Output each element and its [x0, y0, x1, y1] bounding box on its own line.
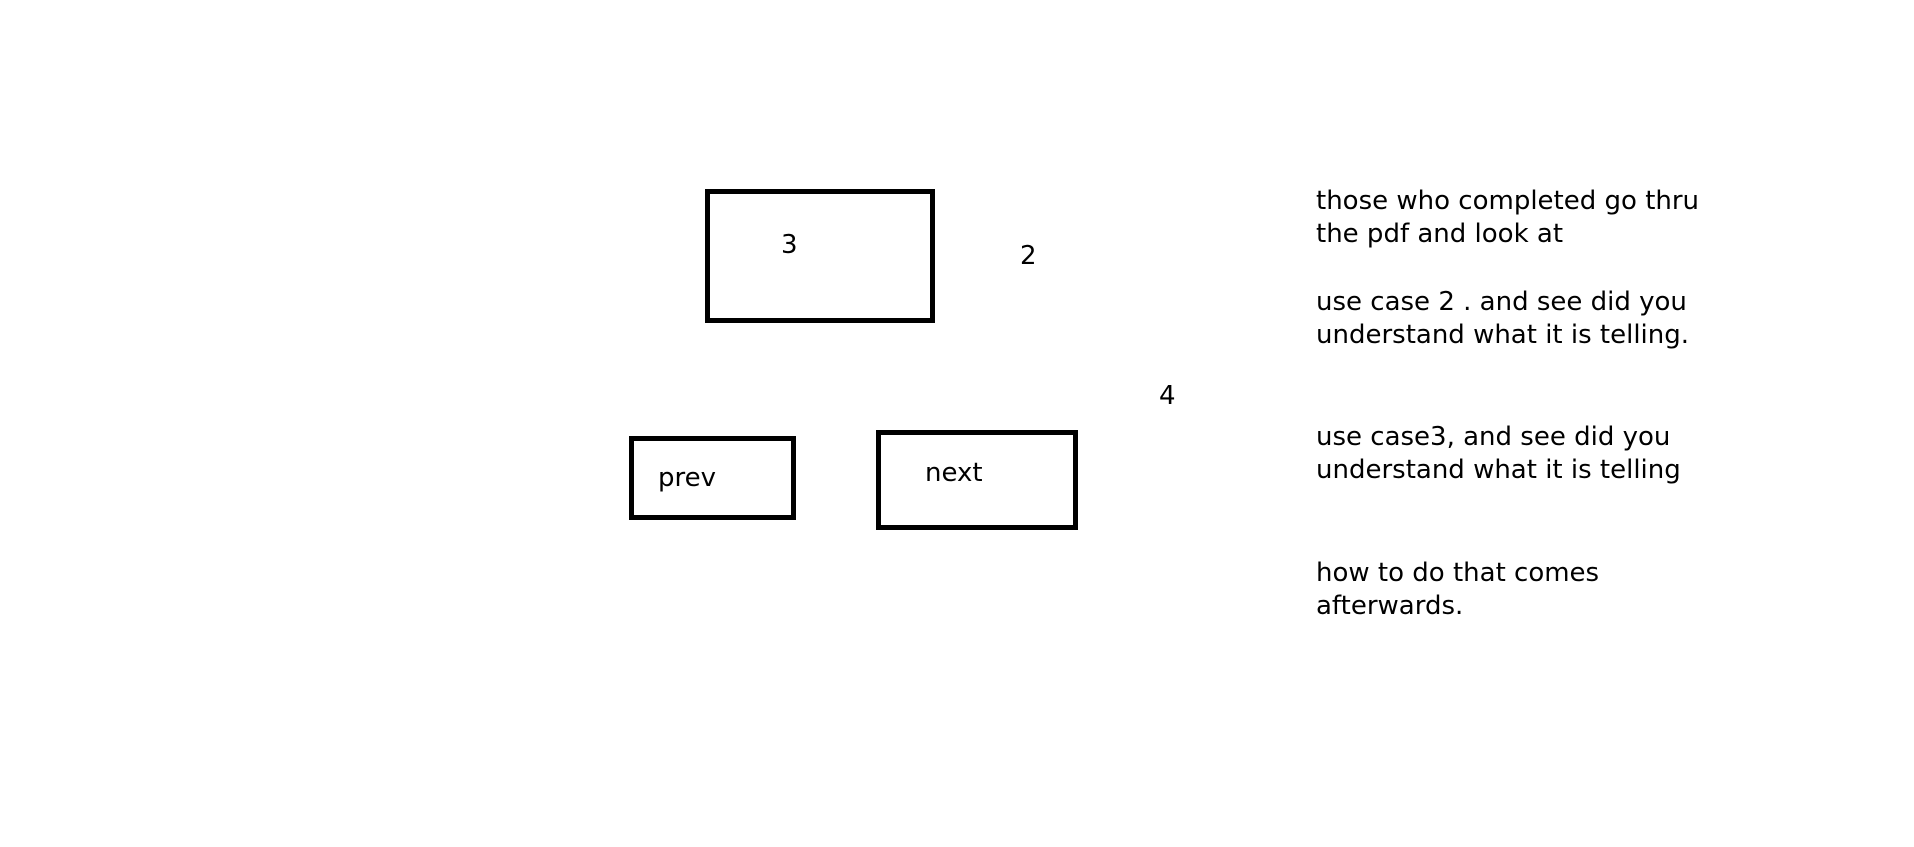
prev-button-label: prev: [658, 463, 717, 493]
annotation-label-4: 4: [1159, 381, 1176, 411]
note-how-to-do: how to do that comes afterwards.: [1316, 558, 1600, 621]
display-box: [705, 189, 935, 323]
note-use-case-2: use case 2 . and see did you understand …: [1316, 287, 1690, 350]
note-those-who-completed: those who completed go thru the pdf and …: [1316, 186, 1700, 249]
prev-button[interactable]: [629, 436, 796, 520]
next-button-label: next: [925, 458, 983, 488]
display-box-label: 3: [781, 230, 798, 260]
annotation-label-2: 2: [1020, 241, 1037, 271]
next-button[interactable]: [876, 430, 1078, 530]
note-use-case-3: use case3, and see did you understand wh…: [1316, 422, 1681, 485]
